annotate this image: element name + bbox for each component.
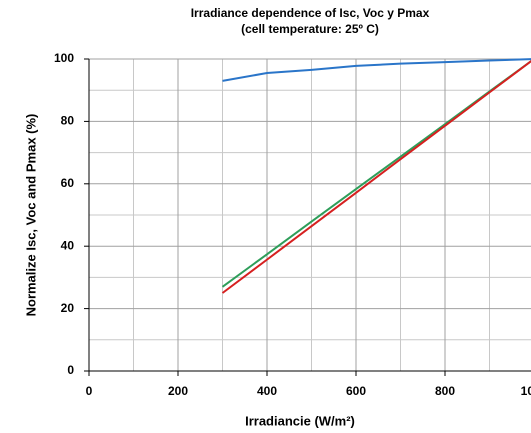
y-tick-label: 20 — [61, 301, 75, 315]
y-tick-label: 40 — [61, 238, 75, 252]
y-tick-label: 80 — [61, 114, 75, 128]
x-tick-label: 400 — [257, 384, 277, 398]
x-tick-label: 600 — [346, 384, 366, 398]
y-tick-label: 60 — [61, 176, 75, 190]
y-tick-label: 0 — [67, 363, 74, 377]
x-axis-label: Irradiancie (W/m²) — [245, 413, 355, 428]
x-tick-label: 0 — [86, 384, 93, 398]
chart-title: Irradiance dependence of Isc, Voc y Pmax — [191, 6, 430, 20]
y-tick-label: 100 — [54, 51, 74, 65]
data-line — [221, 59, 531, 288]
x-tick-label: 800 — [435, 384, 455, 398]
y-axis-label: Normalize Isc, Voc and Pmax (%) — [23, 114, 38, 317]
data-line — [221, 60, 531, 294]
data-line — [222, 58, 531, 82]
chart-subtitle: (cell temperature: 25º C) — [241, 22, 379, 36]
x-tick-label: 200 — [168, 384, 188, 398]
x-tick-label: 1000 — [521, 384, 531, 398]
